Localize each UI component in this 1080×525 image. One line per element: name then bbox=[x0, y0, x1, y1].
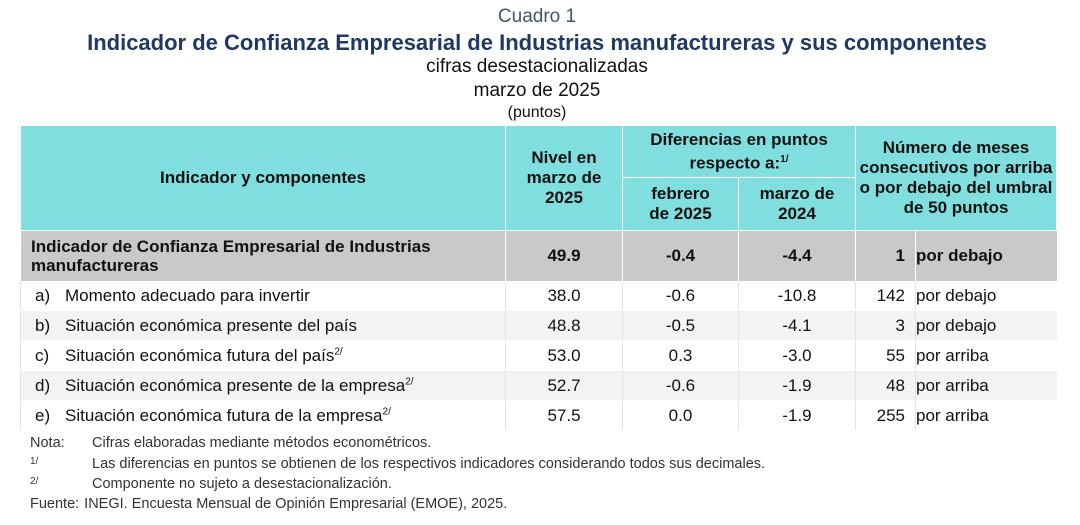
cell: -1.9 bbox=[738, 400, 856, 431]
note-text: Las diferencias en puntos se obtienen de… bbox=[92, 456, 766, 472]
row-text: Situación económica presente del país bbox=[65, 315, 358, 335]
row-label: b) Situación económica presente del país bbox=[20, 310, 506, 341]
header-text: febrero de 2025 bbox=[649, 184, 712, 223]
footnote-mark: 2/ bbox=[334, 345, 343, 357]
note: Nota: Cifras elaboradas mediante métodos … bbox=[30, 435, 431, 451]
header-text: Número de meses consecutivos por arriba … bbox=[859, 138, 1053, 217]
note: 1/Las diferencias en puntos se obtienen … bbox=[30, 456, 765, 472]
cell: 1 bbox=[855, 230, 916, 281]
cell: 57.5 bbox=[505, 400, 623, 431]
cell: 49.9 bbox=[505, 230, 623, 281]
header-text: Nivel en marzo de 2025 bbox=[526, 148, 602, 207]
column-header: Número de meses consecutivos por arriba … bbox=[855, 125, 1057, 231]
column-header: Diferencias en puntos respecto a:1/ bbox=[622, 125, 856, 178]
cell: 53.0 bbox=[505, 340, 623, 371]
cell: -1.9 bbox=[738, 370, 856, 401]
note-key: Nota: bbox=[30, 435, 65, 451]
table-label: Cuadro 1 bbox=[497, 6, 577, 27]
cell: por debajo bbox=[915, 230, 1057, 281]
table-row: c) Situación económica futura del país2/5… bbox=[20, 340, 1057, 371]
row-label: Indicador de Confianza Empresarial de In… bbox=[20, 230, 506, 281]
row-text: Momento adecuado para invertir bbox=[65, 285, 310, 305]
column-header: febrero de 2025 bbox=[622, 177, 739, 231]
footnote-mark: 1/ bbox=[780, 153, 789, 165]
note: 2/Componente no sujeto a desestacionaliz… bbox=[30, 476, 392, 492]
source-text: INEGI. Encuesta Mensual de Opinión Empre… bbox=[84, 496, 508, 512]
cell: -4.1 bbox=[738, 310, 856, 341]
row-label: c) Situación económica futura del país2/ bbox=[20, 340, 506, 371]
row-text: Situación económica presente de la empre… bbox=[65, 375, 406, 395]
cell: por debajo bbox=[915, 281, 1057, 311]
cell: 55 bbox=[855, 340, 916, 371]
source-key: Fuente: bbox=[30, 496, 80, 512]
cell: -0.6 bbox=[622, 281, 739, 311]
cell: -0.4 bbox=[622, 230, 739, 281]
row-letter: a) bbox=[35, 285, 51, 305]
row-letter: c) bbox=[35, 345, 50, 365]
column-header: marzo de 2024 bbox=[738, 177, 856, 231]
table-row: b) Situación económica presente del país 4… bbox=[20, 310, 1057, 341]
cell: 48.8 bbox=[505, 310, 623, 341]
row-letter: d) bbox=[35, 375, 51, 395]
cell: -10.8 bbox=[738, 281, 856, 311]
column-header: Nivel en marzo de 2025 bbox=[505, 125, 623, 231]
row-text: Situación económica futura del país bbox=[65, 345, 335, 365]
cell: 48 bbox=[855, 370, 916, 401]
cell: -3.0 bbox=[738, 340, 856, 371]
table-row: e) Situación económica futura de la empre… bbox=[20, 400, 1057, 431]
column-header: Indicador y componentes bbox=[20, 125, 506, 231]
source: Fuente: INEGI. Encuesta Mensual de Opinió… bbox=[30, 496, 507, 512]
title: Indicador de Confianza Empresarial de In… bbox=[87, 30, 987, 55]
cell: 3 bbox=[855, 310, 916, 341]
total-row: Indicador de Confianza Empresarial de In… bbox=[20, 230, 1057, 281]
row-text: Situación económica futura de la empresa bbox=[65, 405, 383, 425]
cell: 52.7 bbox=[505, 370, 623, 401]
cell: -0.5 bbox=[622, 310, 739, 341]
row-label: d) Situación económica presente de la emp… bbox=[20, 370, 506, 401]
cell: por debajo bbox=[915, 310, 1057, 341]
cell: por arriba bbox=[915, 370, 1057, 401]
row-label: e) Situación económica futura de la empre… bbox=[20, 400, 506, 431]
cell: -4.4 bbox=[738, 230, 856, 281]
subtitle: cifras desestacionalizadas bbox=[426, 56, 648, 77]
table-row: d) Situación económica presente de la emp… bbox=[20, 370, 1057, 401]
row-letter: e) bbox=[35, 405, 51, 425]
period: marzo de 2025 bbox=[473, 80, 601, 101]
cell: 0.0 bbox=[622, 400, 739, 431]
cell: 255 bbox=[855, 400, 916, 431]
units: (puntos) bbox=[507, 104, 567, 121]
row-letter: b) bbox=[35, 315, 51, 335]
footnote-mark: 2/ bbox=[382, 405, 391, 417]
note-text: Cifras elaboradas mediante métodos econo… bbox=[92, 435, 432, 451]
header-text: marzo de 2024 bbox=[759, 184, 835, 223]
footnote-mark: 2/ bbox=[405, 375, 414, 387]
header-text: Diferencias en puntos respecto a: bbox=[650, 129, 828, 173]
cell: 38.0 bbox=[505, 281, 623, 311]
note-key: 1/ bbox=[30, 456, 39, 467]
cell: 142 bbox=[855, 281, 916, 311]
header-text: Diferencias en puntos respecto a:1/ bbox=[644, 130, 834, 174]
note-key: 2/ bbox=[30, 476, 39, 487]
cell: por arriba bbox=[915, 340, 1057, 371]
cell: 0.3 bbox=[622, 340, 739, 371]
cell: -0.6 bbox=[622, 370, 739, 401]
table-row: a) Momento adecuado para invertir 38.0 -0.6… bbox=[20, 281, 1057, 311]
cell: por arriba bbox=[915, 400, 1057, 431]
data-table: Indicador y componentes Nivel en marzo d… bbox=[20, 125, 1057, 431]
row-label: a) Momento adecuado para invertir bbox=[20, 281, 506, 311]
note-text: Componente no sujeto a desestacionalizac… bbox=[92, 476, 392, 492]
